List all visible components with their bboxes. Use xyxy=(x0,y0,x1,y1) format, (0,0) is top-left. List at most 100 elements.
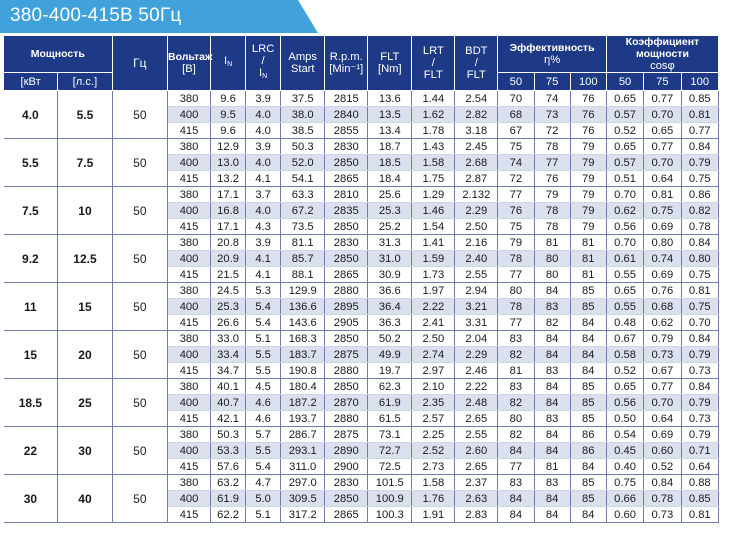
cell-pf-100: 0.81 xyxy=(681,506,720,523)
header-lrc: LRC / IN xyxy=(245,35,282,91)
cell-amps-start: 73.5 xyxy=(280,218,326,235)
cell-pf-100: 0.80 xyxy=(681,250,720,267)
cell-bdt-flt: 2.83 xyxy=(454,506,499,523)
cell-flt: 100.9 xyxy=(367,490,413,507)
cell-bdt-flt: 2.63 xyxy=(454,490,499,507)
cell-flt: 18.4 xyxy=(367,170,413,187)
cell-amps-start: 63.3 xyxy=(280,186,326,203)
cell-bdt-flt: 2.50 xyxy=(454,218,499,235)
cell-eff-100: 84 xyxy=(570,346,607,363)
cell-eff-75: 83 xyxy=(534,410,571,427)
cell-pf-50: 0.65 xyxy=(606,378,645,395)
cell-bdt-flt: 2.45 xyxy=(454,138,499,155)
cell-in: 63.2 xyxy=(210,474,247,491)
cell-pf-100: 0.75 xyxy=(681,266,720,283)
cell-lrc: 5.5 xyxy=(245,346,282,363)
cell-eff-75: 84 xyxy=(534,506,571,523)
cell-in: 17.1 xyxy=(210,218,247,235)
header-efficiency-label: Эффективность xyxy=(509,42,595,54)
cell-voltage: 400 xyxy=(167,202,212,219)
header-in-main: I xyxy=(223,55,228,67)
cell-pf-75: 0.79 xyxy=(643,330,682,347)
cell-voltage: 415 xyxy=(167,362,212,379)
cell-eff-100: 84 xyxy=(570,458,607,475)
cell-pf-100: 0.64 xyxy=(681,458,720,475)
cell-pf-50: 0.57 xyxy=(606,154,645,171)
header-rpm: R.p.m. [Min⁻¹] xyxy=(324,35,369,91)
cell-in: 24.5 xyxy=(210,282,247,299)
cell-rpm: 2850 xyxy=(324,378,369,395)
cell-pf-75: 0.76 xyxy=(643,282,682,299)
table-row: 18.5 25 50 380 40.1 4.5 180.4 2850 62.3 2.10 2.22 8… xyxy=(3,378,720,427)
cell-power-hz: 50 xyxy=(112,90,169,139)
cell-lrc: 3.9 xyxy=(245,138,282,155)
cell-pf-50: 0.60 xyxy=(606,506,645,523)
cell-in: 40.1 xyxy=(210,378,247,395)
cell-power-kw: 5.5 xyxy=(3,138,59,187)
cell-eff-50: 77 xyxy=(497,186,535,203)
cell-eff-50: 83 xyxy=(497,474,535,491)
cell-power-hp: 7.5 xyxy=(57,138,113,187)
cell-eff-75: 83 xyxy=(534,474,571,491)
cell-pf-75: 0.77 xyxy=(643,138,682,155)
cell-eff-100: 84 xyxy=(570,314,607,331)
cell-pf-75: 0.78 xyxy=(643,490,682,507)
cell-bdt-flt: 2.54 xyxy=(454,90,499,107)
cell-lrc: 5.1 xyxy=(245,506,282,523)
cell-pf-75: 0.68 xyxy=(643,298,682,315)
cell-flt: 18.7 xyxy=(367,138,413,155)
cell-rpm: 2880 xyxy=(324,282,369,299)
cell-voltage: 380 xyxy=(167,90,212,107)
cell-voltage: 415 xyxy=(167,506,212,523)
cell-pf-100: 0.84 xyxy=(681,138,720,155)
cell-eff-50: 82 xyxy=(497,426,535,443)
cell-lrc: 5.4 xyxy=(245,298,282,315)
cell-flt: 62.3 xyxy=(367,378,413,395)
cell-flt: 49.9 xyxy=(367,346,413,363)
cell-pf-50: 0.56 xyxy=(606,218,645,235)
cell-power-kw: 22 xyxy=(3,426,59,475)
cell-voltage: 380 xyxy=(167,234,212,251)
cell-voltage: 415 xyxy=(167,458,212,475)
cell-rpm: 2850 xyxy=(324,218,369,235)
table-row: 415 17.1 4.3 73.5 2850 25.2 1.54 2.50 75 78 79 0.56… xyxy=(4,218,720,235)
cell-eff-50: 67 xyxy=(497,122,535,139)
cell-lrc: 4.5 xyxy=(245,378,282,395)
cell-eff-75: 84 xyxy=(534,490,571,507)
cell-eff-75: 84 xyxy=(534,442,571,459)
cell-lrt-flt: 1.76 xyxy=(411,490,456,507)
cell-lrt-flt: 2.57 xyxy=(411,410,456,427)
cell-pf-100: 0.81 xyxy=(681,106,720,123)
cell-pf-100: 0.78 xyxy=(681,218,720,235)
cell-in: 9.5 xyxy=(210,106,247,123)
cell-pf-75: 0.73 xyxy=(643,506,682,523)
cell-pf-75: 0.74 xyxy=(643,250,682,267)
cell-amps-start: 309.5 xyxy=(280,490,326,507)
cell-bdt-flt: 2.68 xyxy=(454,154,499,171)
cell-rpm: 2850 xyxy=(324,490,369,507)
cell-voltage: 380 xyxy=(167,426,212,443)
table-row: 22 30 50 380 50.3 5.7 286.7 2875 73.1 2.25 2.55 82 8… xyxy=(3,426,720,475)
cell-pf-100: 0.77 xyxy=(681,122,720,139)
cell-pf-100: 0.81 xyxy=(681,282,720,299)
cell-pf-50: 0.55 xyxy=(606,298,645,315)
cell-pf-100: 0.88 xyxy=(681,474,720,491)
cell-pf-75: 0.60 xyxy=(643,442,682,459)
cell-in: 21.5 xyxy=(210,266,247,283)
cell-pf-75: 0.69 xyxy=(643,426,682,443)
cell-bdt-flt: 2.29 xyxy=(454,346,499,363)
header-amps-l2: Start xyxy=(290,63,315,75)
cell-power-hz: 50 xyxy=(112,282,169,331)
table-row: 415 9.6 4.0 38.5 2855 13.4 1.78 3.18 67 72 76 0.52 0… xyxy=(4,122,720,139)
cell-rpm: 2830 xyxy=(324,138,369,155)
cell-lrt-flt: 1.91 xyxy=(411,506,456,523)
cell-pf-75: 0.67 xyxy=(643,362,682,379)
cell-bdt-flt: 2.04 xyxy=(454,330,499,347)
cell-pf-50: 0.54 xyxy=(606,426,645,443)
table-row: 4.0 5.5 50 380 9.6 3.9 37.5 2815 13.6 1.44 2.54 70 7… xyxy=(3,90,720,139)
cell-eff-100: 85 xyxy=(570,378,607,395)
header-eff-50: 50 xyxy=(497,72,535,91)
cell-in: 26.6 xyxy=(210,314,247,331)
cell-amps-start: 293.1 xyxy=(280,442,326,459)
cell-amps-start: 38.5 xyxy=(280,122,326,139)
